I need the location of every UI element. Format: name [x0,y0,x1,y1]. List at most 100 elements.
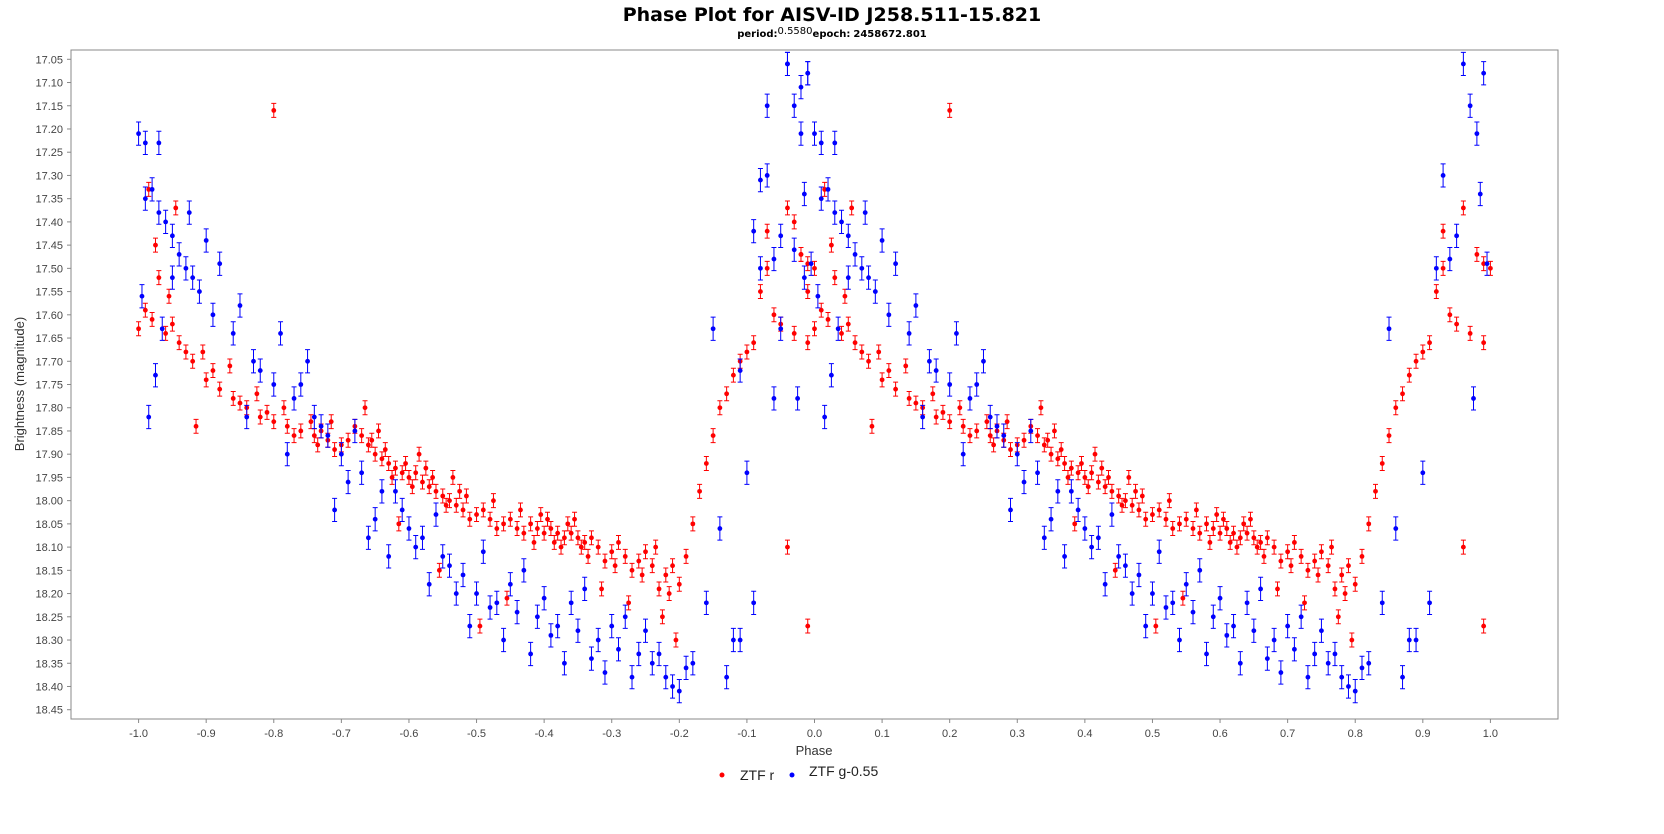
point-ztf-r [673,637,679,643]
y-tick-label: 17.15 [35,101,63,113]
point-ztf-r [460,507,466,513]
point-ztf-g [771,256,777,262]
point-ztf-g [832,210,838,216]
point-ztf-r [399,470,405,476]
point-ztf-r [1427,340,1432,346]
point-ztf-g [460,572,466,578]
point-ztf-g [1177,637,1182,643]
point-ztf-r [1231,530,1236,536]
point-ztf-r [1291,540,1297,545]
point-ztf-r [562,535,567,541]
legend-label-ztf-g: ZTF g-0.55 [809,763,878,779]
x-axis-label: Phase [796,743,833,758]
point-ztf-r [1065,475,1071,480]
point-ztf-g [474,591,479,596]
point-ztf-r [514,526,520,531]
point-ztf-g [1082,526,1088,531]
point-ztf-g [994,423,1000,429]
point-ztf-g [278,330,283,336]
point-ztf-g [852,252,858,257]
point-ztf-r [1481,340,1487,346]
point-ztf-r [947,419,953,425]
point-ztf-r [1335,614,1341,620]
point-ztf-r [589,535,594,541]
point-ztf-r [193,423,199,429]
point-ztf-r [585,553,591,559]
point-ztf-g [1258,586,1263,592]
point-ztf-g [1150,591,1155,596]
point-ztf-r [974,428,980,434]
point-ztf-r [1177,521,1182,527]
point-ztf-r [359,433,365,439]
point-ztf-r [639,572,645,578]
point-ztf-g [636,651,642,657]
point-ztf-g [764,103,770,109]
point-ztf-r [406,475,412,480]
point-ztf-g [801,191,807,197]
point-ztf-r [426,484,432,490]
point-ztf-g [1400,674,1405,680]
point-ztf-g [575,628,581,634]
point-ztf-r [812,265,817,271]
point-ztf-g [1460,61,1466,67]
point-ztf-r [200,349,206,355]
point-ztf-r [1021,437,1027,443]
point-ztf-r [555,530,561,536]
point-ztf-r [947,107,953,113]
point-ztf-g [643,628,648,634]
point-ztf-r [1248,516,1253,522]
point-ztf-g [305,358,310,364]
point-ztf-g [886,312,892,318]
point-ztf-r [1359,553,1365,559]
point-ztf-r [599,586,604,592]
point-ztf-r [1197,530,1203,536]
point-ztf-g [1332,651,1338,657]
point-ztf-g [169,275,175,281]
point-ztf-r [1234,544,1240,550]
point-ztf-r [930,391,936,397]
point-ztf-r [626,600,632,606]
point-ztf-g [271,382,277,387]
x-tick-label: -0.3 [602,728,621,740]
point-ztf-g [146,414,152,420]
point-ztf-r [474,512,479,517]
point-ztf-g [839,219,844,225]
point-ztf-g [1393,526,1399,531]
point-ztf-r [822,186,828,192]
point-ztf-r [616,540,621,545]
point-ztf-r [1062,461,1067,466]
subtitle-period-value: 0.5580 [778,26,813,37]
point-ztf-g [1339,674,1345,680]
y-tick-label: 17.80 [35,403,63,415]
point-ztf-r [491,498,496,504]
point-ztf-r [291,433,297,439]
point-ztf-g [440,553,446,559]
plot-area [70,49,1559,720]
point-ztf-r [1447,312,1453,318]
y-tick-label: 18.00 [35,496,63,508]
point-ztf-r [1305,567,1311,573]
point-ztf-r [1058,447,1064,452]
point-ztf-r [1193,507,1199,513]
point-ztf-r [362,405,368,411]
point-ztf-r [1271,544,1277,550]
point-ztf-r [859,349,865,355]
point-ztf-g [1312,651,1318,657]
point-ztf-g [602,670,608,675]
point-ztf-r [413,470,419,476]
x-tick-label: 0.0 [807,728,822,740]
point-ztf-g [156,140,162,146]
point-ztf-g [1123,563,1128,569]
point-ztf-g [920,414,926,420]
point-ztf-r [818,307,824,313]
point-ztf-g [1298,614,1304,620]
point-ztf-g [1454,233,1460,239]
point-ztf-r [545,516,550,522]
point-ztf-r [666,591,672,596]
point-ztf-r [957,405,963,411]
point-ztf-r [1035,433,1040,439]
point-ztf-r [1366,521,1372,527]
y-tick-label: 18.45 [35,705,63,717]
point-ztf-g [1055,488,1061,494]
point-ztf-r [436,567,442,573]
